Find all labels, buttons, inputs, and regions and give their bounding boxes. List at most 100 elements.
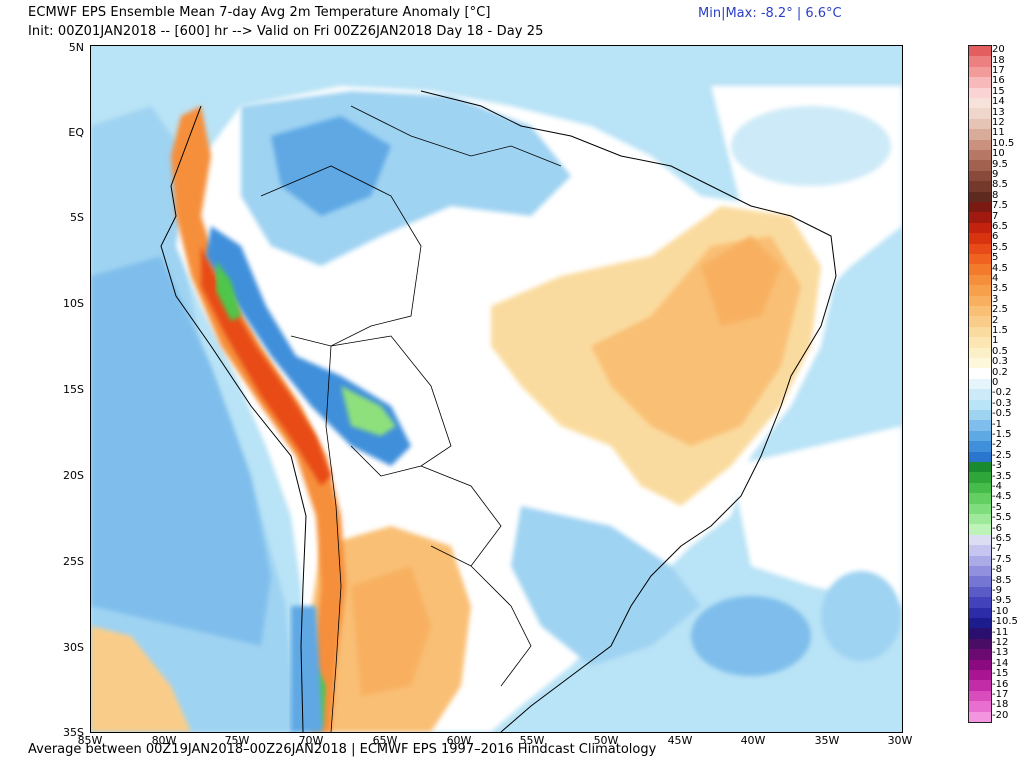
colorbar-swatch [969,378,991,390]
colorbar-label: 3 [992,293,999,305]
border-peru-brazil [260,165,422,347]
colorbar-label: 7 [992,210,999,222]
colorbar-swatch [969,701,991,713]
colorbar-label: -6 [992,522,1002,534]
colorbar-swatch [969,711,991,723]
colorbar-label: -4.5 [992,491,1012,503]
colorbar-swatch [969,56,991,68]
colorbar-label: -11 [992,626,1009,638]
lon-label-50w: 50W [593,734,619,747]
colorbar-swatch [969,77,991,89]
colorbar-swatch [969,628,991,640]
colorbar-label: 0.5 [992,345,1008,357]
colorbar-label: -4 [992,481,1002,492]
colorbar-label: 5.5 [992,241,1008,253]
lon-label-75w: 75W [224,734,250,747]
colorbar-label: -8.5 [992,574,1012,586]
colorbar-swatch [969,316,991,328]
argentina-warm-core [351,566,431,696]
colorbar-label: 20 [992,44,1005,56]
colorbar-swatch [969,243,991,255]
lat-label-35s: 35S [63,726,84,739]
colorbar-swatch [969,566,991,577]
colorbar-label: 2 [992,314,999,326]
colorbar-label: -10 [992,605,1009,617]
colorbar-swatch [969,191,991,203]
border-bolivia [330,335,452,477]
colorbar-swatch [969,160,991,172]
colorbar-label: 0 [992,377,999,388]
colorbar-label: -16 [992,678,1009,690]
lat-label-eq: EQ [68,126,84,139]
colorbar-swatch [969,202,991,213]
colorbar-label: -6.5 [992,533,1012,544]
border-paraguay [420,465,502,567]
colorbar-label: -1.5 [992,429,1012,440]
atlantic-neutral-south [731,426,902,606]
colorbar-swatch [969,534,991,546]
colorbar-label: 18 [992,54,1005,66]
colorbar-label: -3.5 [992,470,1012,482]
lat-label-25s: 25S [63,555,84,568]
colorbar-swatch [969,46,991,57]
colorbar-swatch [969,399,991,411]
colorbar-label: 10 [992,148,1005,160]
colorbar-swatch [969,545,991,557]
lat-label-10s: 10S [63,297,84,310]
lon-label-85w: 85W [77,734,103,747]
colorbar-swatch [969,586,991,598]
colorbar-swatch [969,170,991,182]
lon-label-35w: 35W [814,734,840,747]
colorbar-label: 4.5 [992,262,1008,274]
colorbar-label: -0.5 [992,408,1012,420]
colorbar-label: -5 [992,501,1002,513]
colorbar-swatch [969,514,991,525]
colorbar-swatch [969,285,991,297]
colorbar-label: -0.3 [992,397,1012,409]
colorbar-swatch [969,118,991,130]
colorbar-label: 3.5 [992,283,1008,295]
chart-title: ECMWF EPS Ensemble Mean 7-day Avg 2m Tem… [28,5,491,20]
colorbar-label: 17 [992,65,1005,76]
colorbar-swatch [969,87,991,99]
lat-label-20s: 20S [63,469,84,482]
colorbar-label: 16 [992,75,1005,87]
colorbar-label: 5 [992,252,999,264]
southeast-cool-field [511,506,701,666]
colorbar-swatch [969,441,991,453]
lat-label-30s: 30S [63,641,84,654]
lat-label-5s: 5S [70,211,84,224]
colorbar-swatch [969,659,991,671]
anomaly-map [90,45,903,733]
atlantic-cool-patch-east [821,571,901,661]
colorbar-label: -1 [992,418,1002,430]
atlantic-light-patch [731,106,891,186]
colorbar-label: 15 [992,85,1005,97]
bolivia-green-anomaly [341,386,396,436]
colorbar-label: 1 [992,335,999,347]
colorbar-label: 11 [992,127,1005,139]
peru-green-anomaly [216,261,241,321]
colorbar-swatch [969,66,991,78]
border-chile-argentina [325,345,342,732]
atlantic-cool-patch [691,596,811,676]
colorbar-swatch [969,233,991,245]
colorbar-swatch [969,451,991,463]
colorbar-label: -14 [992,657,1009,669]
colorbar-swatch [969,576,991,588]
colorbar-swatch [969,690,991,702]
lat-label-15s: 15S [63,383,84,396]
colorbar-label: 8.5 [992,179,1008,191]
colorbar-label: -9 [992,585,1002,596]
colorbar-label: -15 [992,668,1009,680]
colorbar-swatch [969,274,991,286]
colorbar-label: 4 [992,273,999,284]
colorbar-swatch [969,649,991,661]
colorbar-swatch [969,503,991,515]
colorbar-label: 6.5 [992,221,1008,232]
colorbar-swatch [969,368,991,380]
colorbar-swatch [969,347,991,359]
lon-label-80w: 80W [151,734,177,747]
colorbar-label: 6 [992,231,999,243]
colorbar-swatch [969,597,991,609]
